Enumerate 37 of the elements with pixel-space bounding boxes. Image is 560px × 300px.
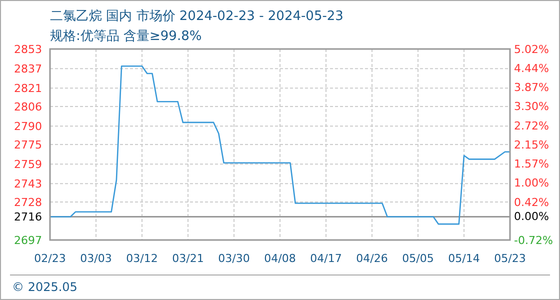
x-tick-label: 02/23 [34,252,66,265]
y2-tick-label: -0.72% [514,234,553,247]
y2-tick-label: 0.42% [514,196,549,209]
y-tick-label: 2853 [14,42,42,56]
y-tick-label: 2716 [14,210,42,224]
y-tick-label: 2697 [14,234,42,247]
x-tick-label: 04/26 [356,252,388,265]
x-tick-label: 03/03 [80,252,112,265]
chart-title: 二氯乙烷 国内 市场价 2024-02-23 - 2024-05-23 [50,9,344,24]
y2-tick-label: 5.02% [514,42,549,56]
text: © 2025.05 [12,280,78,294]
x-tick-label: 04/17 [310,252,342,265]
y-tick-label: 2728 [14,196,42,209]
y2-tick-label: 1.57% [514,158,549,171]
y-tick-label: 2837 [14,62,42,76]
line-series [49,65,511,225]
y2-tick-label: 3.30% [514,100,549,114]
y2-tick-label: 1.00% [514,176,549,190]
x-tick-label: 04/08 [264,252,296,265]
y2-tick-label: 3.87% [514,81,549,94]
x-tick-label: 03/30 [218,252,250,265]
y-tick-label: 2759 [14,158,42,171]
y-tick-label: 2790 [14,120,42,133]
y-tick-label: 2775 [14,138,42,152]
y2-tick-label: 2.72% [514,119,549,132]
y-tick-label: 2821 [14,82,42,96]
y2-tick-label: 2.15% [514,138,549,152]
x-tick-label: 05/23 [494,252,526,265]
y-tick-label: 2806 [14,100,42,114]
x-tick-label: 05/05 [402,252,434,265]
y2-tick-label: 4.44% [514,62,549,76]
y2-tick-label: 0.00% [514,210,549,223]
chart-subtitle: 规格:优等品 含量≥99.8% [50,29,202,44]
x-tick-label: 03/12 [126,252,158,265]
y-tick-label: 2743 [14,178,42,191]
x-tick-label: 03/21 [172,252,204,265]
x-tick-label: 05/14 [448,252,480,265]
